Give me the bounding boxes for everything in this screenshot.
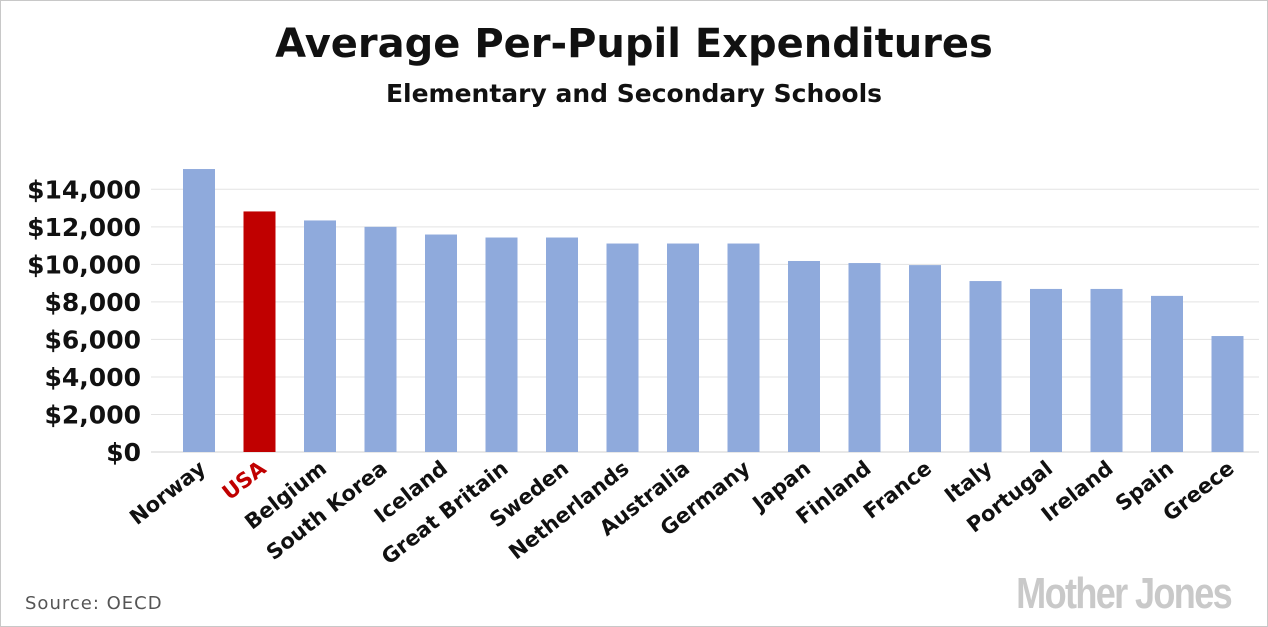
bar-japan	[788, 260, 820, 452]
chart-subtitle: Elementary and Secondary Schools	[385, 79, 883, 108]
bar-great-britain	[485, 237, 518, 452]
y-tick-label: $2,000	[45, 400, 141, 429]
bar-usa	[243, 211, 276, 452]
bar-portugal	[1030, 288, 1062, 452]
chart-title: Average Per-Pupil Expenditures	[275, 21, 993, 67]
bar-spain	[1151, 295, 1183, 452]
y-tick-label: $12,000	[27, 213, 141, 242]
y-tick-label: $4,000	[45, 363, 141, 392]
bar-south-korea	[364, 226, 397, 452]
bar-belgium	[304, 220, 336, 452]
bar-netherlands	[606, 243, 639, 452]
y-tick-label: $8,000	[45, 288, 141, 317]
bar-greece	[1211, 336, 1244, 452]
bar-australia	[667, 243, 699, 452]
y-tick-label: $10,000	[27, 250, 141, 279]
bar-france	[909, 265, 941, 452]
bar-italy	[969, 281, 1002, 452]
y-tick-label: $0	[106, 438, 141, 467]
bar-sweden	[546, 237, 578, 452]
mother-jones-logo: Mother Jones	[1016, 569, 1233, 618]
y-tick-label: $6,000	[45, 325, 141, 354]
bar-germany	[727, 243, 760, 452]
y-tick-label: $14,000	[27, 175, 141, 204]
source-note: Source: OECD	[25, 593, 163, 614]
bar-ireland	[1090, 288, 1123, 452]
bar-norway	[183, 169, 215, 452]
bar-iceland	[425, 234, 457, 452]
bar-finland	[848, 263, 881, 452]
x-tick-label: France	[859, 456, 936, 524]
